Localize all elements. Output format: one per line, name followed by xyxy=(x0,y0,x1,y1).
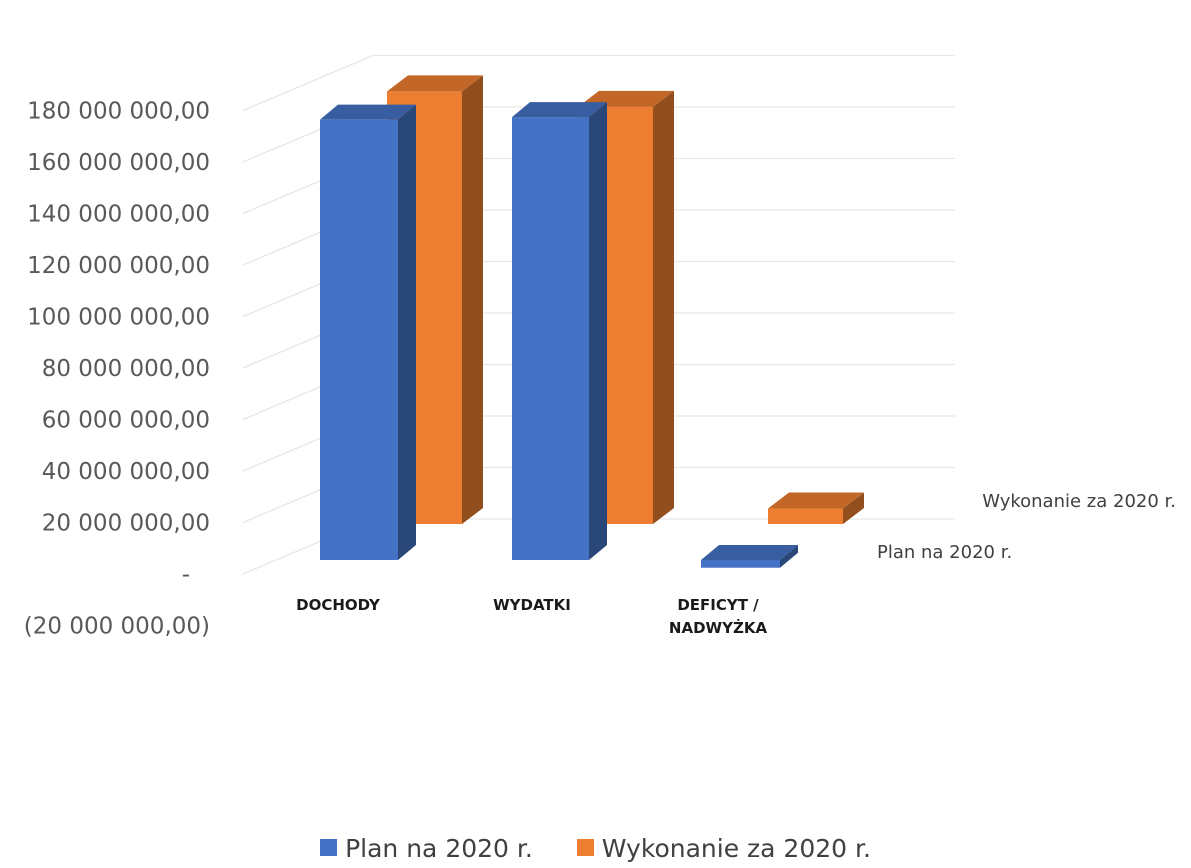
bar-wykonanie-3-top-face xyxy=(768,492,864,509)
bar-plan-1-front-face xyxy=(320,119,398,561)
legend-item-plan[interactable]: Plan na 2020 r. xyxy=(320,834,533,863)
series-depth-label: Plan na 2020 r. xyxy=(877,542,1012,563)
y-tick-label: 80 000 000,00 xyxy=(42,356,210,382)
legend-swatch-plan xyxy=(320,839,338,856)
bar-plan-1-side-face xyxy=(398,104,416,561)
y-tick-label: - xyxy=(182,562,190,588)
series-depth-labels: Plan na 2020 r. Wykonanie za 2020 r. xyxy=(877,491,1176,563)
legend: Plan na 2020 r. Wykonanie za 2020 r. xyxy=(0,834,1191,863)
bar-plan-3-side-face xyxy=(780,545,798,568)
y-tick-label: 160 000 000,00 xyxy=(27,150,210,176)
y-tick-label: 100 000 000,00 xyxy=(27,305,210,331)
legend-swatch-wykonanie xyxy=(576,839,594,856)
bar-wykonanie-3-side-face xyxy=(843,492,864,524)
y-tick-label: 60 000 000,00 xyxy=(42,408,210,434)
y-axis-tick-labels: 180 000 000,00 160 000 000,00 140 000 000,… xyxy=(24,99,210,640)
series-depth-label: Wykonanie za 2020 r. xyxy=(982,491,1176,512)
bar-plan-3 xyxy=(701,545,798,568)
legend-item-wykonanie[interactable]: Wykonanie za 2020 r. xyxy=(576,834,871,863)
bar-plan-2-side-face xyxy=(589,102,607,560)
y-tick-label: (20 000 000,00) xyxy=(24,614,210,640)
category-label: DOCHODY xyxy=(296,596,381,614)
bars xyxy=(320,75,864,568)
y-tick-label: 180 000 000,00 xyxy=(27,99,210,125)
gridline xyxy=(242,54,955,112)
y-tick-label: 20 000 000,00 xyxy=(42,511,210,537)
category-label: DEFICYT / NADWYŻKA xyxy=(669,596,768,637)
bar-plan-3-top-face xyxy=(701,545,798,560)
bar-wykonanie-3-front-face xyxy=(768,508,843,524)
bar-plan-1-top-face xyxy=(320,104,416,120)
bar-plan-2-front-face xyxy=(512,117,589,560)
y-tick-label: 40 000 000,00 xyxy=(42,459,210,485)
bar-plan-2-top-face xyxy=(512,102,607,118)
bar-plan-1 xyxy=(320,104,416,561)
category-labels: DOCHODY WYDATKI DEFICYT / NADWYŻKA xyxy=(296,596,767,637)
bar-plan-3-front-face xyxy=(701,560,780,568)
legend-label-plan: Plan na 2020 r. xyxy=(345,834,533,863)
bar-plan-2 xyxy=(512,102,607,560)
bar-wykonanie-2-side-face xyxy=(653,90,674,524)
category-label: WYDATKI xyxy=(493,596,571,614)
bar-wykonanie-3 xyxy=(768,492,864,524)
legend-label-wykonanie: Wykonanie za 2020 r. xyxy=(601,834,871,863)
y-tick-label: 120 000 000,00 xyxy=(27,253,210,279)
bar-wykonanie-1-top-face xyxy=(387,75,483,92)
y-tick-label: 140 000 000,00 xyxy=(27,202,210,228)
bar-wykonanie-1-side-face xyxy=(462,75,483,525)
